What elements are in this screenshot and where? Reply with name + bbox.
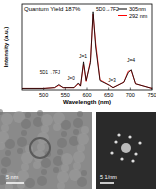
annotation: J=0: [67, 76, 75, 81]
tem-texture: [1, 113, 13, 125]
tem-texture: [21, 119, 31, 129]
scale-bar-label: 5 1/nm: [100, 174, 117, 180]
tem-texture: [77, 111, 83, 117]
fft-image: 5 1/nm: [96, 112, 156, 189]
x-axis-label: Wavelength (nm): [63, 99, 111, 105]
fft-spot: [128, 135, 131, 138]
x-tick: [108, 88, 109, 91]
legend-swatch: [118, 9, 127, 10]
x-tick-label: 750: [147, 92, 156, 98]
tem-texture: [41, 114, 53, 126]
tem-texture: [0, 109, 3, 115]
x-tick: [87, 88, 88, 91]
tem-texture: [61, 131, 67, 137]
tem-texture: [81, 170, 87, 176]
tem-texture: [73, 151, 85, 163]
tem-texture: [17, 181, 25, 189]
plot-lines: [22, 12, 152, 89]
tem-texture: [17, 137, 27, 147]
tem-texture: [57, 149, 63, 155]
tem-texture: [37, 176, 47, 186]
tem-texture: [61, 153, 73, 165]
fft-spot: [114, 140, 117, 143]
tem-texture: [21, 130, 27, 136]
fft-spot: [131, 159, 134, 162]
fft-spot: [110, 151, 113, 154]
tem-texture: [0, 142, 5, 150]
tem-texture: [53, 123, 61, 131]
annotation: 5D1→7FJ: [40, 70, 60, 75]
tem-texture: [1, 124, 9, 132]
tem-texture: [5, 139, 15, 149]
annotation: 5D0→7F2: [96, 6, 119, 12]
tem-texture: [73, 129, 79, 135]
legend-swatch: [118, 15, 127, 16]
tem-texture: [37, 110, 43, 116]
tem-texture: [73, 118, 83, 128]
tem-texture: [21, 163, 29, 171]
scale-bar: [100, 182, 114, 184]
x-tick-label: 600: [82, 92, 91, 98]
scale-bar: [6, 182, 24, 184]
tem-particle: [30, 138, 50, 158]
legend-label: 305nm: [129, 6, 146, 12]
x-tick: [130, 88, 131, 91]
tem-image: 5 nm: [0, 109, 92, 189]
tem-texture: [33, 161, 41, 169]
annotation: J=4: [127, 57, 135, 63]
annotation: Quantum Yield 187%: [24, 6, 81, 12]
tem-texture: [17, 148, 23, 154]
tem-texture: [25, 112, 31, 118]
y-axis-label: Intensity (a.u.): [3, 27, 9, 68]
tem-texture: [57, 171, 69, 183]
tem-texture: [41, 169, 47, 175]
x-tick-label: 700: [126, 92, 135, 98]
fft-spot: [138, 141, 141, 144]
plot-frame: [22, 4, 152, 90]
tem-texture: [73, 162, 81, 170]
fft-bg: [96, 112, 156, 189]
legend-label: 292 nm: [129, 13, 148, 19]
tem-texture: [53, 167, 59, 173]
scale-bar-label: 5 nm: [6, 174, 19, 180]
tem-texture: [41, 158, 51, 168]
tem-texture: [61, 164, 69, 172]
tem-texture: [1, 157, 11, 167]
tem-texture: [77, 144, 85, 152]
annotation: J=1: [79, 53, 87, 59]
tem-texture: [57, 138, 67, 148]
tem-texture: [77, 133, 89, 145]
tem-texture: [77, 177, 87, 187]
x-tick-label: 500: [39, 92, 48, 98]
tem-texture: [41, 125, 49, 133]
fft-spot: [134, 152, 137, 155]
annotation: J=3: [108, 78, 116, 83]
tem-texture: [37, 143, 45, 151]
tem-texture: [57, 182, 65, 189]
tem-texture: [5, 150, 11, 156]
figure: 500 550 600 650 700 750 Wavelength (nm) Intensi…: [0, 0, 156, 189]
x-tick-label: 650: [104, 92, 113, 98]
tem-texture: [61, 120, 71, 130]
fft-spot: [120, 157, 123, 160]
series-line: [22, 12, 152, 89]
fft-center: [121, 143, 131, 153]
tem-texture: [25, 178, 35, 188]
tem-texture: [81, 126, 89, 134]
tem-bg: [0, 112, 92, 189]
x-tick-label: 550: [61, 92, 70, 98]
fft-spot: [117, 133, 120, 136]
